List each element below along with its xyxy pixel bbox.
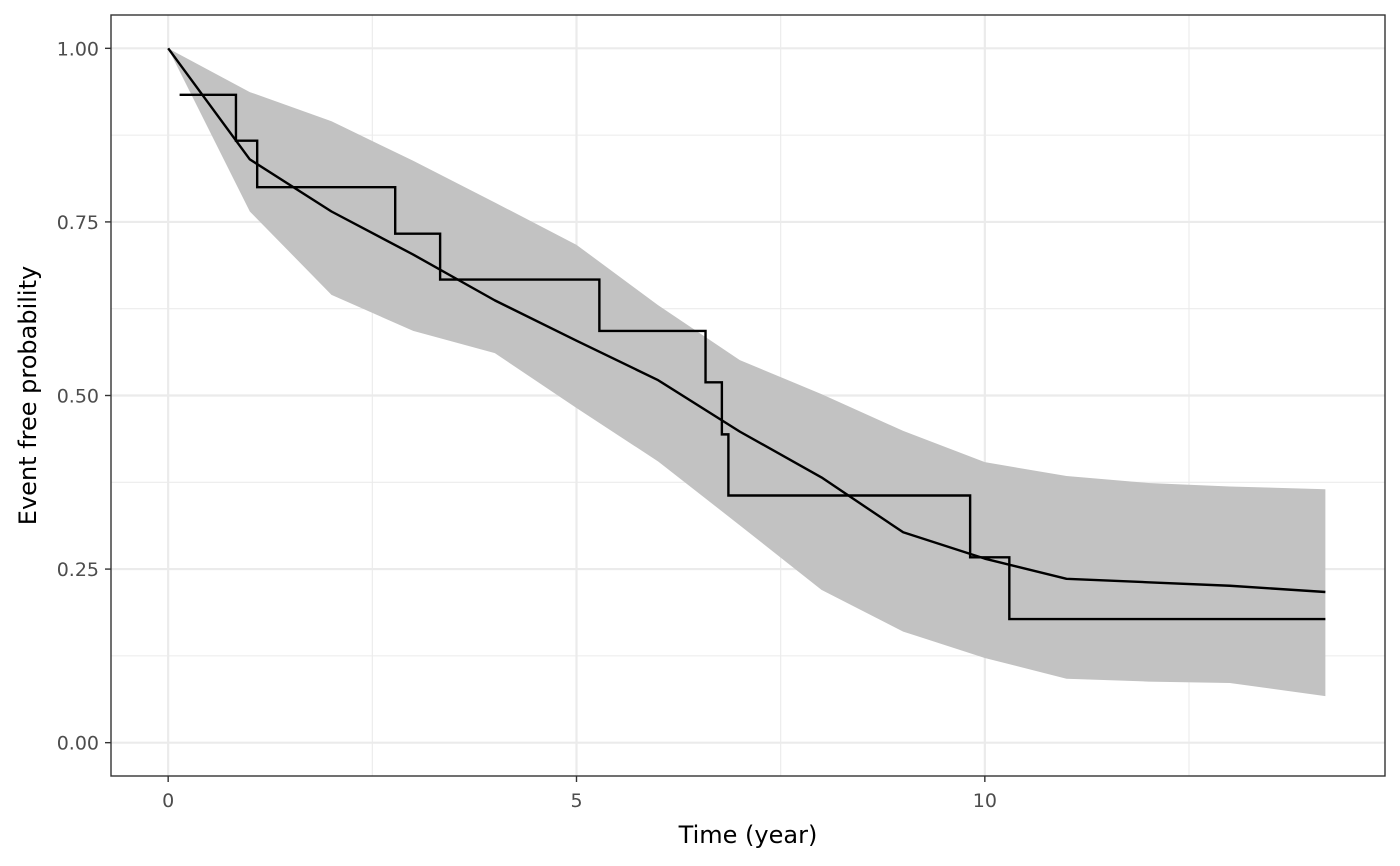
y-axis-title: Event free probability [14,266,42,525]
series-layer [167,47,1326,697]
kaplan-meier-step [179,93,1326,621]
confidence-band [168,48,1326,697]
y-tick-label: 0.25 [57,559,99,581]
y-axis: 0.00 0.25 0.50 0.75 1.00 [57,38,111,755]
x-axis: 0 5 10 [162,776,997,812]
y-tick-label: 0.50 [57,386,99,408]
x-tick-label: 5 [570,790,582,812]
x-tick-label: 10 [973,790,997,812]
y-tick-label: 0.00 [57,733,99,755]
y-tick-label: 1.00 [57,38,99,60]
fitted-curve [167,47,1326,594]
x-tick-label: 0 [162,790,174,812]
y-tick-label: 0.75 [57,212,99,234]
x-axis-title: Time (year) [678,821,818,849]
